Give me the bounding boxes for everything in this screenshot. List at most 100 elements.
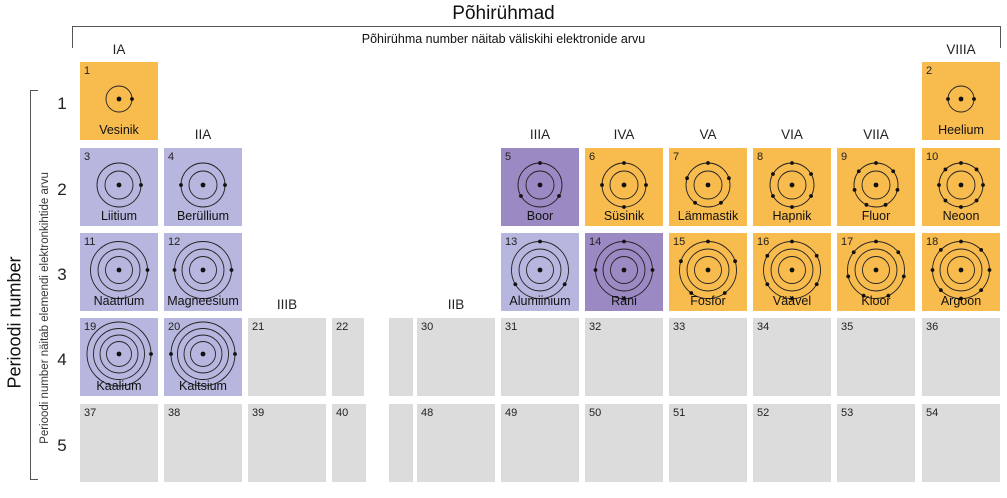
atomic-number: 7 bbox=[673, 151, 680, 163]
nucleus-dot bbox=[116, 182, 122, 188]
electron-shell bbox=[525, 170, 555, 200]
electron-dot bbox=[179, 183, 183, 187]
atomic-number: 51 bbox=[673, 407, 686, 419]
electron-dot bbox=[959, 239, 963, 244]
element-name: Heelium bbox=[938, 123, 984, 137]
element-cell-li: 3 Liitium bbox=[80, 148, 158, 226]
electron-dot bbox=[938, 288, 943, 293]
element-name: Hapnik bbox=[772, 209, 812, 223]
group-label-iiib: IIIB bbox=[276, 297, 298, 312]
electron-dot bbox=[864, 202, 869, 207]
electron-dot bbox=[169, 352, 173, 356]
nucleus-dot bbox=[116, 351, 122, 357]
nucleus-dot bbox=[537, 182, 543, 188]
electron-dot bbox=[650, 268, 655, 272]
atomic-number: 38 bbox=[168, 407, 181, 419]
electron-dot bbox=[689, 291, 694, 295]
electron-shell bbox=[190, 341, 216, 367]
electron-dot bbox=[809, 172, 813, 176]
element-name: Väävel bbox=[772, 294, 812, 308]
element-cell-34: 34 bbox=[753, 318, 831, 396]
electron-dot bbox=[719, 200, 723, 205]
electron-dot bbox=[987, 268, 992, 272]
electron-dot bbox=[727, 176, 731, 181]
electron-dot bbox=[557, 194, 561, 198]
atomic-number: 5 bbox=[505, 151, 512, 163]
period-number-1: 1 bbox=[57, 94, 67, 113]
electron-dot bbox=[678, 259, 683, 264]
nucleus-dot bbox=[621, 267, 627, 273]
atom-diagram bbox=[105, 85, 134, 113]
nucleus-dot bbox=[621, 182, 627, 188]
element-name: Neoon bbox=[942, 209, 980, 223]
atomic-number: 10 bbox=[926, 151, 939, 163]
atomic-number: 33 bbox=[673, 321, 686, 333]
electron-dot bbox=[790, 296, 794, 301]
electron-dot bbox=[644, 183, 648, 187]
period-number-4: 4 bbox=[57, 350, 67, 369]
period-subtitle: Perioodi number näitab elemendi elektron… bbox=[39, 172, 51, 444]
electron-dot bbox=[130, 97, 134, 101]
groups-subtitle: Põhirühma number näitab väliskihi elektr… bbox=[361, 32, 646, 46]
electron-dot bbox=[979, 247, 984, 252]
element-cell-mg: 12 Magneesium bbox=[164, 233, 242, 311]
element-cell-b: 5 Boor bbox=[501, 148, 579, 226]
element-name: Liitium bbox=[100, 209, 138, 223]
element-cell-cl: 17 Kloor bbox=[837, 233, 915, 311]
electron-dot bbox=[765, 253, 770, 258]
electron-dot bbox=[538, 239, 542, 244]
atomic-number: 32 bbox=[589, 321, 602, 333]
electron-dot bbox=[974, 198, 979, 203]
electron-dot bbox=[943, 167, 948, 172]
nucleus-dot bbox=[200, 267, 206, 273]
atomic-number: 52 bbox=[757, 407, 770, 419]
atom-diagram bbox=[678, 239, 738, 299]
element-cell-na: 11 Naatrium bbox=[80, 233, 158, 311]
electron-dot bbox=[886, 293, 891, 298]
element-name: Räni bbox=[611, 294, 637, 308]
electron-dot bbox=[622, 239, 626, 244]
electron-dot bbox=[852, 188, 857, 192]
element-cell-al: 13 Alumiinium bbox=[501, 233, 579, 311]
element-cell-o: 8 Hapnik bbox=[753, 148, 831, 226]
electron-dot bbox=[722, 291, 727, 295]
electron-shell bbox=[777, 170, 807, 200]
atomic-number: 16 bbox=[757, 236, 770, 248]
atom-diagram bbox=[600, 161, 648, 209]
electron-dot bbox=[622, 296, 626, 301]
electron-shell bbox=[104, 170, 134, 200]
electron-shell bbox=[181, 248, 225, 292]
atomic-number: 13 bbox=[505, 236, 518, 248]
group-label-viiia: VIIIA bbox=[946, 42, 976, 57]
nucleus-dot bbox=[116, 267, 122, 273]
electron-shell bbox=[693, 170, 723, 200]
electron-shell bbox=[189, 256, 217, 284]
atomic-number: 15 bbox=[673, 236, 686, 248]
group-label-iia: IIA bbox=[194, 127, 212, 142]
atomic-number: 54 bbox=[926, 407, 939, 419]
electron-dot bbox=[790, 205, 794, 209]
electron-dot bbox=[513, 282, 518, 287]
atomic-number: 48 bbox=[421, 407, 434, 419]
nucleus-dot bbox=[958, 267, 964, 273]
electron-shell bbox=[105, 256, 133, 284]
atomic-number: 36 bbox=[926, 321, 939, 333]
element-cell-s: 16 Väävel bbox=[753, 233, 831, 311]
electron-dot bbox=[233, 352, 237, 356]
main-title: Põhirühmad bbox=[452, 3, 555, 24]
electron-shell bbox=[518, 248, 562, 292]
atom-diagram bbox=[937, 161, 985, 209]
nucleus-dot bbox=[705, 182, 711, 188]
electron-shell bbox=[609, 170, 639, 200]
electron-shell bbox=[177, 328, 229, 380]
electron-shell bbox=[602, 248, 646, 292]
element-cell-38: 38 bbox=[164, 404, 242, 482]
electron-dot bbox=[874, 239, 878, 244]
nucleus-dot bbox=[789, 267, 795, 273]
electron-dot bbox=[896, 250, 901, 255]
electron-shell bbox=[686, 248, 730, 292]
group-label-ia: IA bbox=[112, 42, 126, 57]
electron-dot bbox=[937, 183, 941, 187]
electron-dot bbox=[874, 161, 878, 165]
electron-shell bbox=[183, 334, 223, 374]
